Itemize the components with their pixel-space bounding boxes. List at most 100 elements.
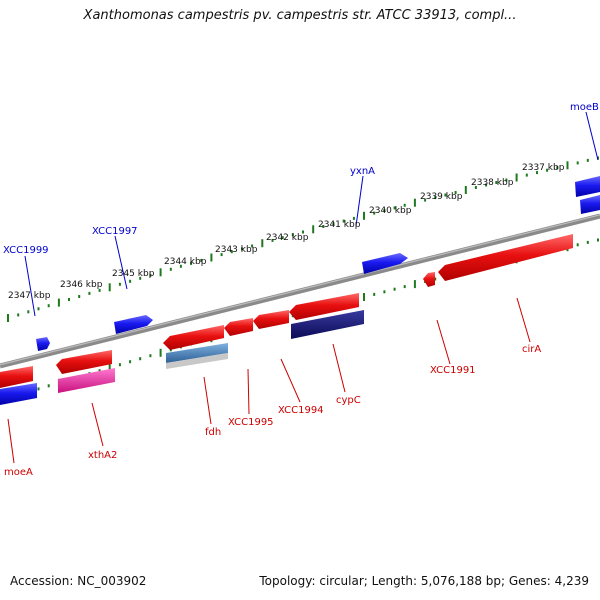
minor-tick (332, 222, 335, 226)
other-genes (58, 310, 364, 393)
major-tick (210, 253, 213, 262)
minor-tick (169, 267, 172, 271)
minor-tick (434, 277, 437, 281)
gene-arrow[interactable] (289, 293, 359, 320)
minor-tick (576, 161, 579, 165)
gene-arrow[interactable] (166, 353, 228, 369)
minor-tick (98, 288, 101, 292)
genome-backbone (0, 213, 600, 369)
minor-tick (149, 273, 152, 277)
minor-tick (241, 247, 243, 251)
minor-tick (342, 219, 345, 223)
tick-label: 2347 kbp (8, 291, 51, 301)
tick-label: 2346 kbp (60, 280, 103, 290)
tick-label: 2344 kbp (164, 257, 207, 267)
minor-tick (47, 384, 50, 388)
map-title: Xanthomonas campestris pv. campestris st… (83, 8, 517, 23)
gene-label[interactable]: xthA2 (88, 450, 117, 461)
gene-arrow[interactable] (253, 310, 289, 329)
gene-label[interactable]: XCC1995 (228, 417, 274, 428)
gene-label[interactable]: cirA (522, 344, 541, 355)
gene-arrow[interactable] (291, 310, 364, 339)
minor-tick (179, 264, 182, 268)
gene-arrow[interactable] (423, 272, 435, 287)
gene-label[interactable]: fdh (205, 427, 221, 438)
gene-arrow[interactable] (224, 318, 253, 336)
gene-label[interactable]: moeA (4, 467, 33, 478)
minor-tick (403, 203, 406, 207)
minor-tick (495, 181, 498, 184)
forward-genes (0, 176, 600, 405)
minor-tick (597, 238, 599, 242)
gene-arrow[interactable] (438, 234, 573, 281)
gene-label[interactable]: XCC1999 (3, 245, 49, 256)
major-tick (464, 186, 467, 194)
gene-arrow[interactable] (114, 315, 153, 334)
minor-tick (434, 196, 437, 200)
gene-label[interactable]: yxnA (350, 166, 375, 177)
minor-tick (37, 387, 40, 391)
minor-tick (505, 178, 508, 182)
major-tick (159, 268, 162, 277)
gene-arrow[interactable] (166, 343, 228, 363)
gene-arrow[interactable] (56, 350, 112, 374)
gene-arrow[interactable] (58, 368, 115, 393)
minor-tick (586, 240, 589, 244)
major-tick (413, 280, 416, 289)
gene-arrow[interactable] (575, 176, 600, 197)
minor-tick (373, 211, 376, 215)
genome-summary-text: Topology: circular; Length: 5,076,188 bp… (259, 574, 589, 588)
reverse-genes (0, 234, 573, 388)
minor-tick (322, 225, 325, 228)
minor-tick (485, 183, 488, 187)
gene-arrow[interactable] (0, 366, 33, 388)
gene-arrow[interactable] (0, 383, 37, 405)
tick-label: 2342 kbp (266, 233, 309, 243)
minor-tick (403, 285, 406, 289)
gene-label[interactable]: XCC1997 (92, 226, 138, 237)
minor-tick (37, 307, 40, 311)
tick-label: 2338 kbp (471, 178, 514, 188)
minor-tick (118, 282, 121, 286)
minor-tick (251, 244, 254, 248)
minor-tick (220, 253, 223, 257)
genome-backbone-highlight (0, 214, 600, 366)
gene-arrow[interactable] (580, 195, 600, 214)
gene-arrow[interactable] (36, 337, 50, 351)
minor-tick (190, 261, 193, 265)
minor-tick (393, 287, 396, 291)
top-tick-track (7, 156, 599, 322)
major-tick (7, 314, 9, 322)
minor-tick (281, 236, 284, 240)
gene-label[interactable]: XCC1994 (278, 405, 324, 416)
accession-text: Accession: NC_003902 (10, 574, 147, 588)
gene-label[interactable]: XCC1991 (430, 365, 476, 376)
minor-tick (454, 191, 457, 194)
gene-arrow[interactable] (163, 325, 224, 350)
minor-tick (129, 360, 132, 364)
gene-label[interactable]: cypC (336, 395, 361, 406)
major-tick (108, 363, 111, 372)
minor-tick (98, 369, 101, 373)
minor-tick (118, 363, 121, 367)
minor-tick (139, 276, 142, 280)
minor-tick (546, 168, 549, 172)
major-tick (515, 173, 518, 182)
minor-tick (474, 186, 477, 189)
major-tick (312, 225, 315, 234)
major-tick (363, 211, 365, 220)
gene-label[interactable]: moeB (570, 102, 599, 113)
minor-tick (444, 193, 447, 197)
minor-tick (302, 230, 304, 234)
minor-tick (129, 279, 132, 283)
gene-arrow[interactable] (362, 253, 408, 274)
major-tick (566, 161, 569, 170)
minor-tick (200, 258, 203, 262)
major-tick (57, 298, 60, 307)
minor-tick (383, 290, 386, 294)
label-leaders (7, 111, 599, 464)
minor-tick (230, 250, 233, 254)
tick-label: 2345 kbp (112, 269, 155, 279)
tick-label: 2337 kbp (522, 163, 565, 173)
